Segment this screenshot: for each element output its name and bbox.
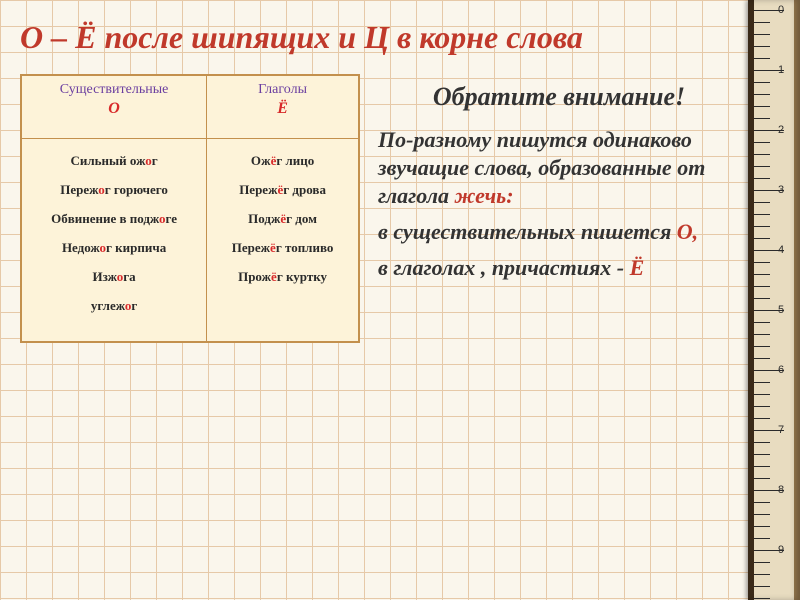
col-header-letter: О [108, 100, 120, 117]
slide-content: О – Ё после шипящих и Ц в корне слова Су… [20, 18, 740, 343]
example-item: углежог [26, 298, 202, 315]
example-item: Сильный ожог [26, 153, 202, 170]
col-header-letter: Ё [277, 100, 288, 117]
note-letter-yo: Ё [630, 255, 645, 280]
examples-table-wrap: Существительные О Глаголы Ё Сильный ожог… [20, 74, 360, 342]
nouns-cell: Сильный ожог Пережог горючего Обвинение в … [21, 139, 207, 342]
example-item: Прожёг куртку [211, 269, 354, 286]
example-item: Пережёг топливо [211, 240, 354, 257]
verbs-cell: Ожёг лицо Пережёг дрова Поджёг дом Пережёг … [207, 139, 359, 342]
note-paragraph-1: По-разному пишутся одинаково звучащие сл… [378, 126, 740, 210]
col-header-label: Глаголы [211, 82, 354, 98]
note-verb: жечь: [454, 183, 513, 208]
col-header-label: Существительные [26, 82, 202, 98]
note-text: в существительных пишется [378, 219, 677, 244]
slide-title: О – Ё после шипящих и Ц в корне слова [20, 18, 740, 56]
example-item: Ожёг лицо [211, 153, 354, 170]
note-paragraph-2: в существительных пишется О, [378, 218, 740, 246]
example-item: Поджёг дом [211, 211, 354, 228]
example-item: Пережёг дрова [211, 182, 354, 199]
example-item: Изжога [26, 269, 202, 286]
col-header-verbs: Глаголы Ё [207, 75, 359, 139]
col-header-nouns: Существительные О [21, 75, 207, 139]
example-item: Пережог горючего [26, 182, 202, 199]
examples-table: Существительные О Глаголы Ё Сильный ожог… [20, 74, 360, 342]
note-letter-o: О, [677, 219, 698, 244]
side-note: Обратите внимание! По-разному пишутся од… [378, 74, 740, 342]
ruler-decoration: 0123456789 [748, 0, 800, 600]
example-item: Недожог кирпича [26, 240, 202, 257]
note-paragraph-3: в глаголах , причастиях - Ё [378, 254, 740, 282]
main-row: Существительные О Глаголы Ё Сильный ожог… [20, 74, 740, 342]
note-text: По-разному пишутся одинаково звучащие сл… [378, 127, 705, 208]
attention-heading: Обратите внимание! [378, 80, 740, 113]
note-text: в глаголах , причастиях - [378, 255, 630, 280]
example-item: Обвинение в поджоге [26, 211, 202, 228]
